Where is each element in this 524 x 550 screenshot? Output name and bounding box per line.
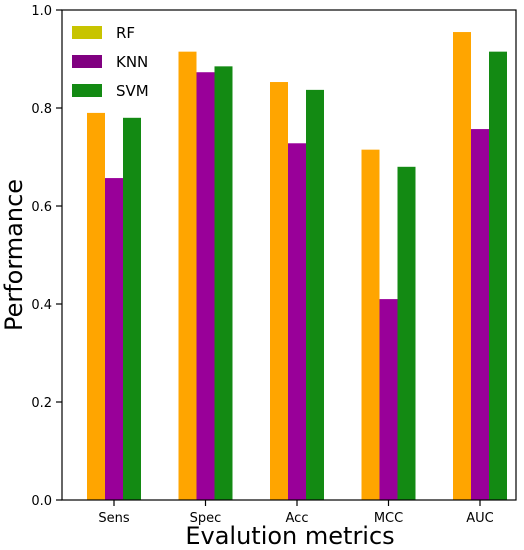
legend-label-svm: SVM (116, 82, 149, 100)
x-tick-label: AUC (466, 511, 494, 526)
bar-knn-acc (288, 143, 306, 500)
bar-knn-spec (196, 72, 215, 500)
y-tick-label: 0.0 (31, 494, 52, 509)
x-tick-label: MCC (374, 511, 403, 526)
bar-svm-auc (489, 51, 507, 501)
axes-layer (61, 9, 517, 501)
x-tick-label: Spec (190, 511, 222, 526)
plot-frame (61, 9, 517, 501)
y-tick-label: 0.8 (31, 102, 52, 117)
y-ticks: 0.0 0.2 0.4 0.6 0.8 1.0 (31, 4, 62, 509)
bar-rf-auc (453, 32, 471, 501)
x-ticks: Sens Spec Acc MCC AUC (98, 500, 494, 526)
bar-rf-mcc (361, 149, 380, 500)
bar-knn-mcc (379, 299, 398, 500)
bar-svm-mcc (397, 166, 416, 501)
legend-label-knn: KNN (116, 53, 148, 71)
x-tick-label: Acc (286, 511, 309, 526)
y-tick-label: 0.2 (31, 396, 52, 411)
x-axis-label: Evalution metrics (185, 522, 394, 550)
legend-swatch-rf (72, 26, 102, 39)
legend-label-rf: RF (116, 24, 135, 42)
legend-swatch-knn (72, 55, 102, 68)
bar-rf-acc (270, 82, 288, 500)
legend-swatch-svm (72, 84, 102, 97)
bar-svm-spec (214, 66, 233, 500)
bar-svm-acc (306, 89, 324, 501)
legend: RF KNN SVM (66, 16, 172, 110)
bar-rf-spec (178, 51, 197, 501)
bar-knn-auc (471, 129, 489, 500)
bar-svm-sens (123, 117, 141, 501)
bar-knn-sens (105, 178, 123, 500)
y-tick-label: 0.4 (31, 298, 52, 313)
bars-layer (87, 32, 507, 501)
y-tick-label: 0.6 (31, 200, 52, 215)
y-axis-label: Performance (0, 179, 28, 331)
y-tick-label: 1.0 (31, 4, 52, 19)
x-tick-label: Sens (98, 511, 129, 526)
bar-rf-sens (87, 112, 105, 501)
